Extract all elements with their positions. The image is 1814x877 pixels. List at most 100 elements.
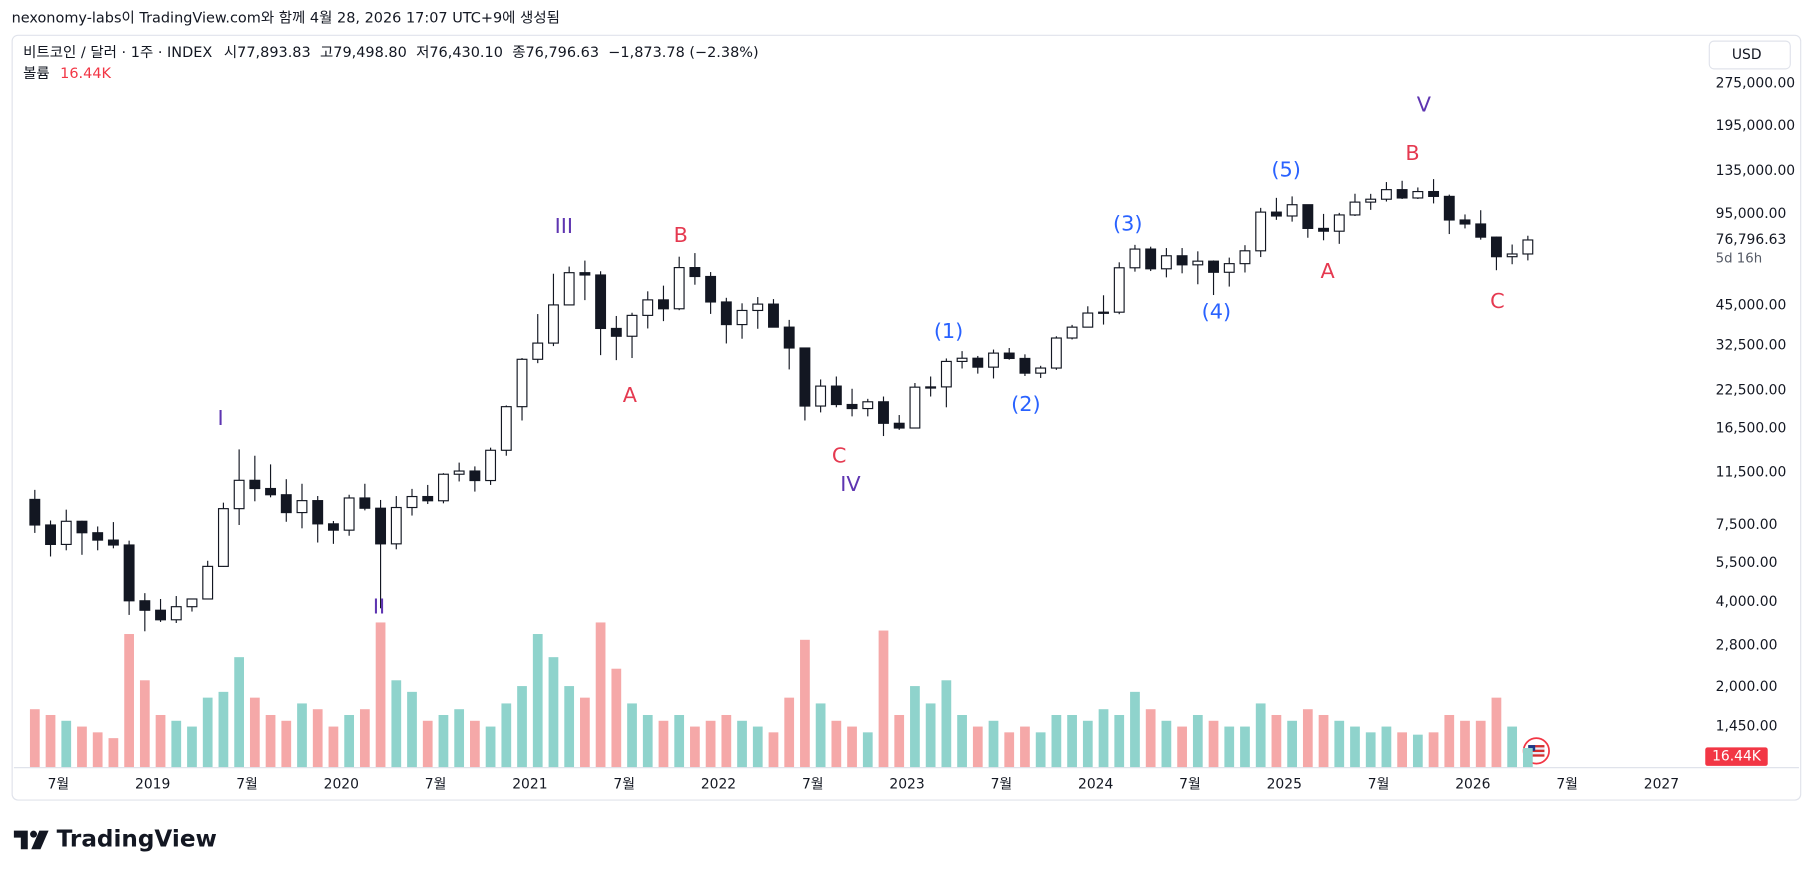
candle-body	[720, 301, 732, 326]
candle-body	[29, 498, 41, 526]
x-tick-label: 2025	[1267, 776, 1302, 792]
volume-bar	[815, 703, 826, 768]
candle-body	[532, 342, 544, 360]
volume-bar	[312, 709, 323, 768]
volume-bar	[1507, 726, 1518, 768]
wave-label: V	[1417, 93, 1432, 117]
volume-bar	[910, 686, 920, 768]
candle-body	[736, 309, 748, 326]
y-tick-label: 5,500.00	[1716, 555, 1778, 571]
y-tick-label: 195,000.00	[1716, 118, 1795, 134]
candle-body	[76, 520, 88, 534]
volume-bar	[580, 697, 590, 768]
candle-body	[783, 326, 795, 349]
x-tick-label: 7월	[1556, 776, 1578, 792]
volume-bar	[1428, 732, 1439, 768]
wave-label: A	[623, 383, 638, 407]
volume-bar	[1397, 732, 1408, 768]
candle-body	[1506, 253, 1518, 258]
x-tick-label: 2027	[1644, 776, 1679, 792]
volume-bar	[1082, 720, 1093, 768]
candle-body	[327, 523, 339, 531]
candle-body	[940, 360, 952, 388]
volume-bar	[1114, 714, 1125, 768]
volume-bar	[1491, 697, 1502, 768]
candle-body	[1003, 352, 1015, 360]
currency-label: USD	[1732, 47, 1762, 63]
volume-bar	[831, 720, 842, 768]
candle-body	[1160, 255, 1172, 270]
y-tick-label: 16,500.00	[1716, 420, 1787, 436]
volume-bar	[1161, 720, 1172, 768]
volume-bar	[721, 714, 732, 768]
candle-body	[139, 600, 151, 611]
volume-bar	[1475, 720, 1486, 768]
currency-button[interactable]	[1708, 40, 1791, 70]
x-tick-label: 7월	[613, 776, 635, 792]
legend-value: 고79,498.80	[320, 45, 407, 61]
candle-body	[155, 609, 166, 621]
candle-body	[626, 314, 638, 337]
volume-bar	[878, 630, 889, 768]
candle-body	[1380, 189, 1392, 200]
candle-body	[1239, 250, 1251, 265]
candle-body	[1428, 190, 1440, 197]
candle-body	[343, 497, 355, 531]
candle-body	[485, 449, 497, 482]
candle-body	[610, 327, 622, 337]
candle-body	[563, 272, 575, 306]
countdown-label: 5d 16h	[1716, 251, 1762, 266]
wave-label: B	[674, 223, 688, 247]
wave-label: (2)	[1011, 392, 1040, 416]
volume-value: 16.44K	[60, 66, 111, 82]
candle-body	[1286, 204, 1298, 217]
volume-bar	[1067, 714, 1077, 768]
volume-bar	[1051, 714, 1062, 768]
candle-body	[60, 520, 72, 546]
candle-body	[1333, 214, 1345, 232]
candle-body	[1050, 337, 1062, 369]
candle-body	[1318, 227, 1329, 232]
candle-body	[752, 303, 764, 312]
last-price-label: 76,796.63	[1716, 232, 1787, 248]
candle-body	[1412, 190, 1424, 199]
candle-body	[390, 506, 402, 545]
candle-body	[1098, 311, 1109, 314]
volume-bar	[1318, 714, 1329, 768]
volume-bar	[768, 732, 779, 768]
volume-bar	[234, 657, 244, 768]
x-tick-label: 2020	[324, 776, 359, 792]
volume-bar	[1192, 714, 1203, 768]
volume-bar	[611, 668, 622, 768]
volume-bar	[1302, 709, 1313, 768]
candle-body	[705, 275, 717, 303]
volume-bar	[1004, 732, 1015, 768]
y-tick-label: 4,000.00	[1716, 594, 1778, 610]
candle-body	[217, 508, 229, 567]
volume-bar	[1255, 703, 1266, 768]
volume-bar	[737, 720, 747, 768]
volume-bar	[894, 714, 905, 768]
volume-bar	[1334, 720, 1345, 768]
x-tick-label: 2026	[1455, 776, 1490, 792]
candle-body	[1208, 260, 1219, 273]
candle-body	[1223, 263, 1235, 273]
volume-bar	[752, 726, 763, 768]
candle-body	[689, 267, 701, 278]
candle-body	[170, 606, 182, 621]
candle-body	[1365, 198, 1377, 203]
volume-bar	[784, 697, 795, 768]
candle-body	[1475, 223, 1487, 238]
volume-bar	[532, 634, 543, 768]
y-tick-label: 2,800.00	[1716, 638, 1778, 654]
legend-value: 저76,430.10	[416, 44, 503, 61]
y-tick-label: 45,000.00	[1716, 297, 1787, 313]
candle-body	[233, 479, 245, 510]
volume-bar	[1177, 726, 1187, 768]
volume-bar	[1130, 691, 1140, 768]
candle-body	[265, 487, 277, 496]
candle-body	[359, 497, 371, 509]
volume-bar	[485, 726, 496, 768]
